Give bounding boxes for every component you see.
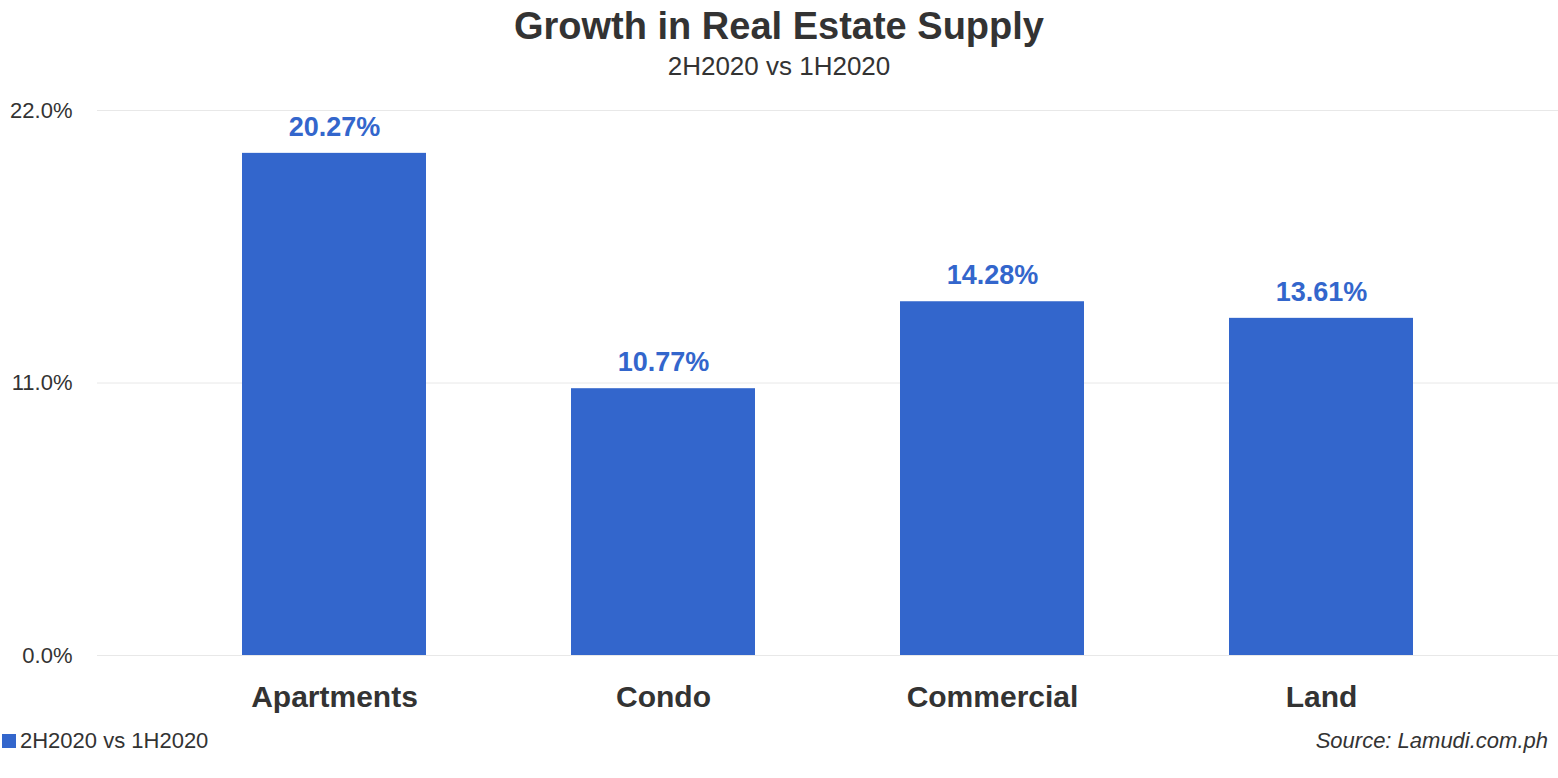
html-text:2H2020 vs 1H2020: 2H2020 vs 1H2020 (667, 51, 891, 81)
svg-text:13.61%: 13.61% (1276, 277, 1368, 307)
svg-text:22.0%: 22.0% (10, 98, 72, 123)
html-text:Growth in Real Estate Supply: Growth in Real Estate Supply (514, 5, 1044, 47)
svg-text:14.28%: 14.28% (947, 260, 1039, 290)
svg-text:20.27%: 20.27% (289, 112, 381, 142)
svg-text:10.77%: 10.77% (618, 347, 710, 377)
html-text:2H2020 vs 1H2020: 2H2020 vs 1H2020 (20, 728, 209, 753)
svg-text:11.0%: 11.0% (12, 370, 73, 395)
svg-text:Condo: Condo (616, 680, 711, 713)
svg-text:Commercial: Commercial (907, 680, 1079, 713)
svg-text:Land: Land (1286, 680, 1358, 713)
svg-text:0.0%: 0.0% (22, 643, 72, 668)
svg-text:Apartments: Apartments (251, 680, 418, 713)
html-text:Source: Lamudi.com.ph: Source: Lamudi.com.ph (1315, 728, 1548, 753)
